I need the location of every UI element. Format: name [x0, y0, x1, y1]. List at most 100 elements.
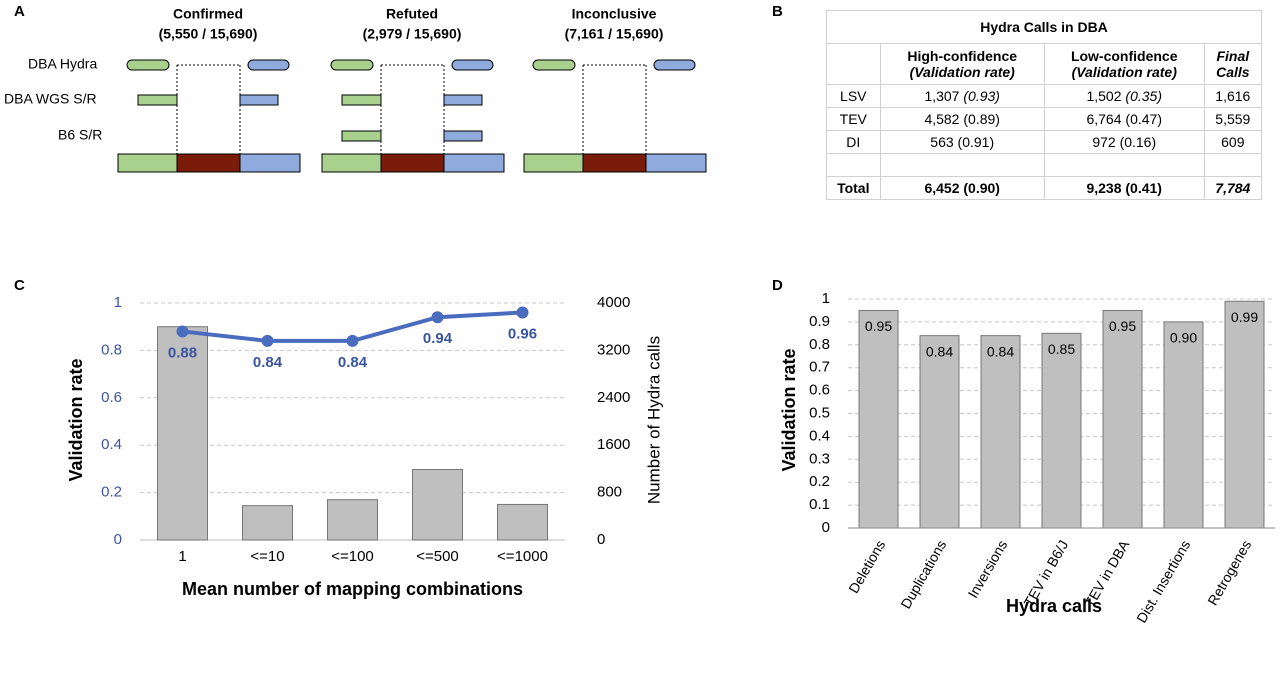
hydra-left: [330, 59, 374, 71]
cell: 6,764 (0.47): [1043, 107, 1205, 131]
cell-rate: (0.47): [1125, 111, 1162, 127]
column-subtitle: (2,979 / 15,690): [363, 26, 462, 42]
y2-tick-label: 4000: [597, 294, 630, 311]
x-tick-label: Duplications: [897, 537, 949, 611]
row-label: B6 S/R: [58, 127, 102, 143]
blank-cell: [1203, 153, 1263, 177]
blank-cell: [826, 153, 881, 177]
column-title: Confirmed: [173, 6, 243, 22]
cell: 5,559: [1203, 107, 1263, 131]
header-text: (Validation rate): [1071, 64, 1177, 80]
cell: 6,452 (0.90): [879, 176, 1045, 200]
cell: 4,582 (0.89): [879, 107, 1045, 131]
x-tick-label: <=100: [331, 548, 374, 565]
header-text: Calls: [1216, 64, 1250, 80]
y-axis-label: Validation rate: [779, 348, 799, 471]
ref-mid: [582, 153, 647, 173]
y-tick-label: 0.4: [101, 436, 122, 453]
y-tick-label: 0.2: [809, 473, 830, 490]
cell: 972 (0.16): [1043, 130, 1205, 154]
y2-tick-label: 0: [597, 531, 605, 548]
cell-count: 1,502: [1086, 88, 1122, 104]
panel-label: A: [14, 3, 25, 20]
sr-right: [443, 130, 483, 142]
column-subtitle: (7,161 / 15,690): [565, 26, 664, 42]
cell-rate: (0.91): [957, 134, 995, 150]
x-tick-label: <=1000: [497, 548, 548, 565]
x-tick-label: Retrogenes: [1204, 537, 1254, 608]
sr-left: [341, 94, 382, 106]
ref-left: [523, 153, 584, 173]
cell-rate: (0.93): [963, 88, 1000, 104]
bar: [157, 326, 208, 541]
y-tick-label: 0.3: [809, 450, 830, 467]
cell-count: 563: [930, 134, 954, 150]
point-label: 0.96: [508, 325, 537, 342]
point-label: 0.88: [168, 344, 197, 361]
bar: [412, 468, 463, 541]
value-label: 0.85: [1048, 341, 1075, 357]
y-tick-label: 0.6: [101, 389, 122, 406]
bar: [1224, 300, 1265, 529]
y-tick-label: 0.7: [809, 359, 830, 376]
row-label: Total: [826, 176, 881, 200]
y-tick-label: 0.5: [809, 404, 830, 421]
ref-mid: [176, 153, 241, 173]
cell: 7,784: [1203, 176, 1263, 200]
ref-left: [321, 153, 382, 173]
row-label: DBA WGS S/R: [4, 91, 97, 107]
cell-rate: (0.16): [1119, 134, 1157, 150]
x-tick-label: TEV in DBA: [1081, 537, 1133, 610]
column-title: Refuted: [386, 6, 438, 22]
y-tick-label: 0.9: [809, 313, 830, 330]
value-label: 0.90: [1170, 330, 1197, 346]
ref-mid: [380, 153, 445, 173]
value-label: 0.95: [1109, 318, 1136, 334]
y-tick-label: 0.8: [101, 341, 122, 358]
y2-tick-label: 2400: [597, 389, 630, 406]
point-label: 0.84: [253, 354, 283, 371]
point-label: 0.84: [338, 354, 368, 371]
header-text: Final: [1216, 48, 1250, 64]
line-point: [261, 334, 274, 347]
header-cell: [826, 43, 881, 85]
y2-axis-label: Number of Hydra calls: [644, 336, 663, 504]
cell-text: 7,784: [1215, 180, 1251, 196]
bar: [1041, 332, 1082, 529]
hydra-right: [451, 59, 494, 71]
x-tick-label: Dist. Insertions: [1133, 537, 1193, 625]
header-text: Low-confidence: [1070, 48, 1178, 64]
y2-tick-label: 3200: [597, 341, 630, 358]
point-label: 0.94: [423, 330, 453, 347]
header-cell: Low-confidence (Validation rate): [1043, 43, 1205, 85]
value-label: 0.84: [987, 343, 1014, 359]
value-label: 0.99: [1231, 309, 1258, 325]
row-label: DI: [826, 130, 881, 154]
bar: [919, 335, 960, 529]
row-label: TEV: [826, 107, 881, 131]
hydra-left: [126, 59, 170, 71]
cell-count: 4,582: [924, 111, 960, 127]
line-point: [346, 334, 359, 347]
ref-right: [443, 153, 505, 173]
y-axis-label: Validation rate: [66, 358, 86, 481]
cell: 609: [1203, 130, 1263, 154]
line-point: [176, 325, 189, 338]
blank-cell: [1043, 153, 1205, 177]
line-point: [431, 311, 444, 324]
y2-tick-label: 1600: [597, 436, 630, 453]
row-label: LSV: [826, 84, 881, 108]
x-tick-label: <=500: [416, 548, 459, 565]
y-tick-label: 0.1: [809, 496, 830, 513]
line-point: [516, 306, 529, 319]
x-axis-label: Mean number of mapping combinations: [182, 579, 523, 599]
cell: 1,502 (0.35): [1043, 84, 1205, 108]
ref-right: [645, 153, 707, 173]
bar: [980, 335, 1021, 529]
bar: [497, 503, 548, 541]
header-cell: High-confidence (Validation rate): [879, 43, 1045, 85]
y-tick-label: 0.4: [809, 427, 830, 444]
hydra-left: [532, 59, 576, 71]
